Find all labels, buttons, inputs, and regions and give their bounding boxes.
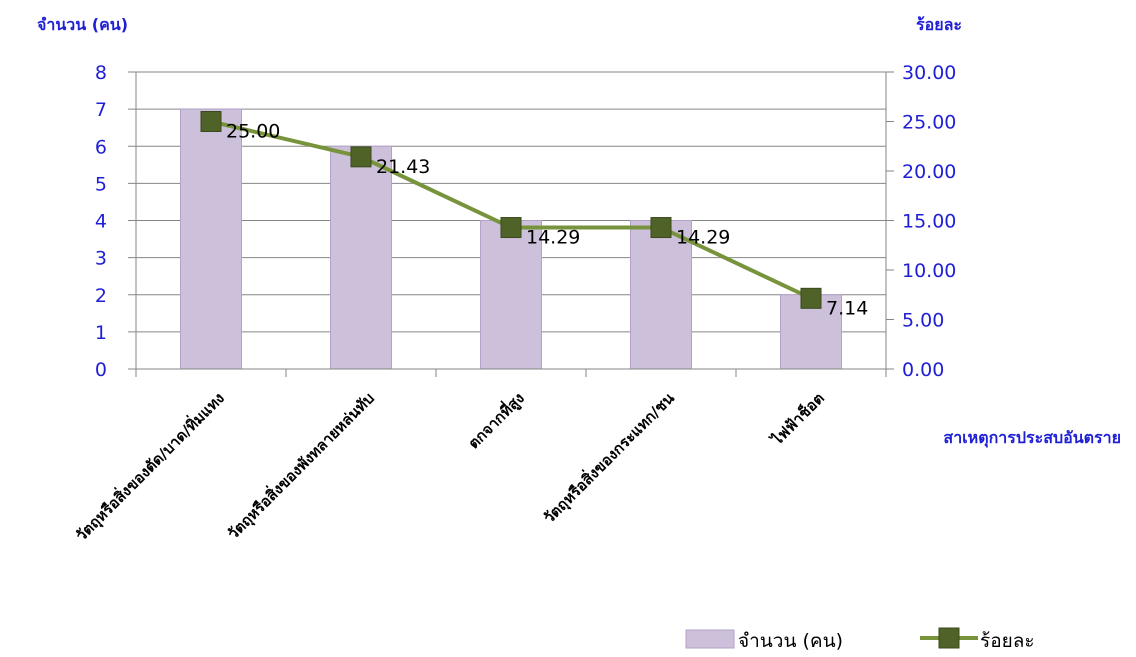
y-tick-label: 3	[95, 248, 107, 270]
y-axis-title: จำนวน (คน)	[37, 15, 128, 34]
x-axis-title: สาเหตุการประสบอันตราย	[943, 428, 1121, 448]
y2-tick-label: 30.00	[902, 62, 956, 84]
y2-tick-label: 25.00	[902, 112, 956, 134]
legend-swatch-marker	[938, 627, 960, 649]
category-label: วัตถุหรือสิ่งของตัด/บาด/ทิ่มแทง	[71, 388, 229, 546]
line-marker	[650, 217, 672, 239]
bar	[180, 108, 242, 370]
bar	[480, 220, 542, 370]
data-label: 14.29	[526, 227, 580, 249]
plot-area: 0 1 2 3 4 5 6 7 8 0.00 5.00 10.00 15.00 20.00 25.00 30.…	[71, 62, 957, 545]
legend-swatch-bar	[685, 629, 735, 649]
legend-label-bar: จำนวน (คน)	[738, 630, 843, 652]
line-marker	[500, 217, 522, 239]
line-marker	[350, 146, 372, 168]
data-label: 7.14	[826, 297, 868, 319]
y-tick-label: 4	[95, 211, 107, 233]
category-label: วัตถุหรือสิ่งของพังทลายหล่นทับ	[223, 388, 379, 544]
category-label: ตกจากที่สูง	[463, 388, 528, 453]
category-label: ไฟฟ้าช็อต	[766, 388, 828, 450]
y-tick-label: 7	[95, 99, 107, 121]
line-marker	[800, 287, 822, 309]
line-marker	[200, 111, 222, 132]
y2-axis-title: ร้อยละ	[916, 15, 962, 34]
bar	[630, 220, 692, 370]
bar	[330, 145, 392, 370]
y-tick-label: 8	[95, 62, 107, 84]
y-tick-label: 1	[95, 322, 107, 344]
legend: จำนวน (คน) ร้อยละ	[685, 627, 1035, 652]
y2-tick-label: 5.00	[902, 310, 944, 332]
data-label: 14.29	[676, 227, 730, 249]
y2-tick-label: 15.00	[902, 211, 956, 233]
y2-tick-label: 20.00	[902, 161, 956, 183]
data-label: 21.43	[376, 156, 430, 178]
y-tick-label: 5	[95, 173, 107, 195]
y2-tick-label: 10.00	[902, 260, 956, 282]
legend-label-line: ร้อยละ	[980, 630, 1035, 652]
y-tick-label: 0	[95, 359, 107, 381]
y2-tick-label: 0.00	[902, 359, 944, 381]
data-label: 25.00	[226, 121, 280, 143]
y-tick-label: 6	[95, 136, 107, 158]
y-tick-label: 2	[95, 285, 107, 307]
category-label: วัตถุหรือสิ่งของกระแทก/ชน	[539, 387, 680, 528]
